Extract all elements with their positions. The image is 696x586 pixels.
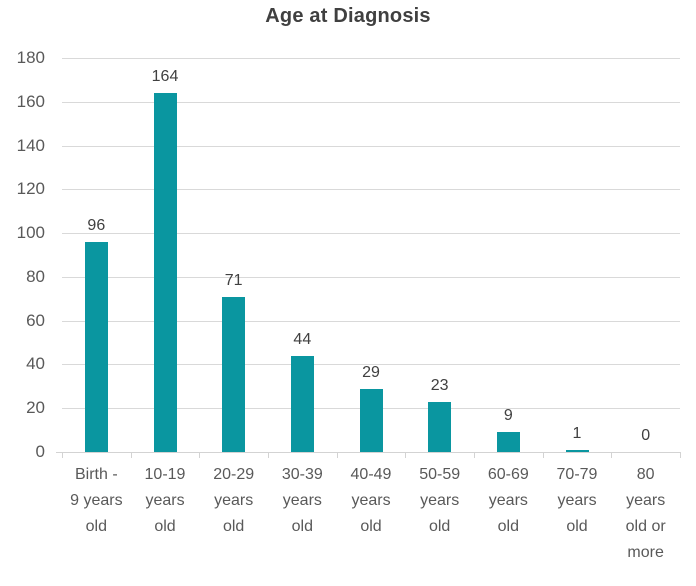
x-axis-category-label-line: old or — [625, 518, 666, 535]
x-axis-category-label: 40-49 years old — [331, 462, 411, 540]
y-axis-tick-label: 60 — [26, 310, 45, 330]
bar — [290, 355, 314, 452]
y-axis-tick-label: 0 — [35, 442, 45, 461]
x-axis-category-label: 60-69 years old — [468, 462, 548, 540]
x-axis-category-label-line: old — [428, 518, 451, 535]
x-axis-category-label-line: old — [154, 518, 176, 535]
x-axis-category-label: 50-59 years old — [400, 462, 480, 540]
chart-title: Age at Diagnosis — [265, 5, 431, 27]
x-axis-category-label-line: years — [145, 492, 185, 509]
bar — [428, 401, 452, 452]
bar — [496, 432, 520, 452]
bar-value-label: 23 — [430, 376, 449, 394]
x-axis-category-label-line: old — [360, 518, 382, 535]
x-axis-category-label-line: years — [420, 492, 460, 509]
gridline — [62, 320, 680, 322]
x-axis-category-label-line: years — [488, 492, 528, 509]
x-axis-category-label-line: old — [566, 518, 588, 535]
bar-value-label: 96 — [87, 216, 106, 234]
y-axis-tick-label: 20 — [26, 398, 45, 418]
x-axis-category-label: 30-39 years old — [262, 462, 342, 540]
bar — [84, 241, 108, 452]
gridline — [62, 145, 680, 147]
gridline — [62, 233, 680, 235]
x-axis-tick-mark — [268, 452, 269, 458]
x-axis-category-label: Birth - 9 years old — [56, 462, 136, 540]
x-axis-category-label-line: 50-59 — [419, 466, 461, 483]
bar — [222, 296, 246, 452]
gridline — [62, 58, 680, 59]
y-axis-tick-label: 160 — [16, 91, 45, 111]
y-axis-tick-label: 100 — [16, 223, 45, 243]
x-axis-tick-mark — [62, 452, 63, 458]
y-axis-tick-label: 140 — [16, 135, 45, 155]
gridline — [62, 189, 680, 191]
x-axis-category-label-line: years — [557, 492, 597, 509]
x-axis-category-label: 10-19 years old — [125, 462, 205, 540]
x-axis-category-label-line: more — [627, 544, 664, 561]
x-axis-category-label-line: 30-39 — [281, 466, 323, 483]
x-axis-category-label-line: old — [222, 518, 245, 535]
x-axis-tick-mark — [336, 452, 338, 458]
x-axis-category-label-line: 40-49 — [350, 466, 392, 483]
gridline — [62, 364, 680, 366]
x-axis-tick-mark — [199, 452, 201, 458]
bar-value-label: 0 — [641, 427, 651, 444]
x-axis-tick-mark — [474, 452, 475, 458]
bar-value-label: 9 — [503, 407, 513, 425]
bar — [565, 449, 589, 452]
x-axis-category-label-line: 20-29 — [213, 466, 255, 483]
x-axis-category-label-line: years — [351, 492, 391, 509]
bar-value-label: 1 — [572, 424, 582, 442]
x-axis-tick-mark — [130, 452, 132, 458]
x-axis-category-label-line: old — [497, 518, 519, 535]
gridline — [62, 276, 680, 278]
x-axis-tick-mark — [680, 452, 681, 458]
bar-value-label: 164 — [151, 68, 179, 86]
x-axis-category-label: 20-29 years old — [194, 462, 274, 540]
x-axis-tick-mark — [405, 452, 407, 458]
x-axis-category-label-line: years — [214, 492, 254, 509]
y-axis-zero-tick — [56, 452, 62, 453]
x-axis-category-label-line: Birth - — [74, 466, 118, 483]
y-axis-tick-label: 120 — [16, 179, 45, 199]
x-axis-tick-mark — [611, 452, 613, 458]
x-axis-category-label-line: 70-79 — [556, 466, 598, 483]
x-axis-category-label: 80 years old or more — [606, 462, 686, 566]
x-axis-tick-mark — [542, 452, 544, 458]
bar-value-label: 71 — [224, 271, 243, 289]
x-axis-category-label-line: 10-19 — [144, 466, 186, 483]
bar-value-label: 44 — [293, 330, 312, 348]
x-axis-category-label-line: years — [626, 492, 666, 509]
x-axis-category-label-line: 80 — [636, 466, 655, 483]
x-axis-category-label-line: years — [282, 492, 322, 509]
x-axis-category-label-line: 60-69 — [487, 466, 529, 483]
x-axis-category-label: 70-79 years old — [537, 462, 617, 540]
bar — [359, 388, 383, 452]
y-axis-tick-label: 180 — [16, 48, 45, 67]
bar — [153, 93, 177, 452]
x-axis-category-label-line: old — [291, 518, 313, 535]
y-axis-tick-label: 80 — [26, 266, 45, 286]
y-axis-tick-label: 40 — [26, 354, 45, 374]
x-axis-category-label-line: old — [85, 518, 107, 535]
gridline — [62, 101, 680, 103]
bar-value-label: 29 — [362, 363, 380, 381]
x-axis-line — [62, 452, 680, 453]
x-axis-category-label-line: 9 years — [70, 492, 123, 509]
